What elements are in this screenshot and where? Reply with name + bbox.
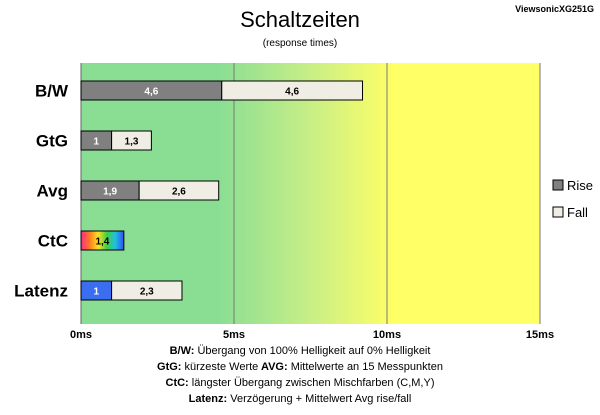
bar-rise	[80, 230, 125, 251]
x-tick-label: 10ms	[373, 329, 401, 341]
footnote: CtC: längster Übergang zwischen Mischfar…	[166, 377, 435, 389]
bar-value-label: 1,9	[103, 187, 117, 198]
bar-value-label: 1,3	[125, 137, 139, 148]
x-tick-label: 15ms	[526, 329, 554, 341]
bar-value-label: 2,3	[140, 287, 154, 298]
bar-value-label: 1	[94, 287, 100, 298]
legend: Rise Fall	[552, 178, 593, 220]
bar-value-label: 4,6	[144, 87, 158, 98]
bar-value-label: 1	[94, 137, 100, 148]
bar-fall	[111, 130, 152, 151]
legend-swatch	[552, 179, 564, 191]
footnotes: B/W: Übergang von 100% Helligkeit auf 0%…	[157, 345, 443, 405]
bar-fall	[138, 180, 220, 201]
footnote: GtG: kürzeste Werte AVG: Mittelwerte an …	[157, 361, 443, 373]
x-axis-ticks: 0ms 5ms 10ms 15ms	[70, 329, 554, 341]
chart-title: Schaltzeiten	[240, 7, 360, 32]
category-label: B/W	[35, 82, 69, 101]
x-tick-label: 0ms	[70, 329, 92, 341]
chart-subtitle: (response times)	[263, 38, 337, 49]
bars: 4,6 4,6 1 1,3 1,9 2,6 1,4 1 2,3	[80, 80, 364, 301]
category-label: Avg	[37, 182, 69, 201]
footnote: Latenz: Verzögerung + Mittelwert Avg ris…	[189, 393, 412, 405]
category-label: Latenz	[14, 282, 68, 301]
legend-label: Rise	[567, 178, 593, 193]
category-label: GtG	[36, 132, 68, 151]
category-label: CtC	[38, 232, 68, 251]
bar-fall	[221, 80, 364, 101]
bar-value-label: 2,6	[172, 187, 186, 198]
bar-value-label: 4,6	[285, 87, 299, 98]
category-labels: B/W GtG Avg CtC Latenz	[14, 82, 69, 301]
legend-swatch	[552, 206, 564, 218]
monitor-model-label: ViewsonicXG251G	[515, 4, 594, 14]
bar-fall	[111, 280, 183, 301]
footnote: B/W: Übergang von 100% Helligkeit auf 0%…	[170, 345, 431, 357]
x-tick-label: 5ms	[223, 329, 245, 341]
legend-label: Fall	[567, 205, 588, 220]
bar-value-label: 1,4	[95, 237, 109, 248]
